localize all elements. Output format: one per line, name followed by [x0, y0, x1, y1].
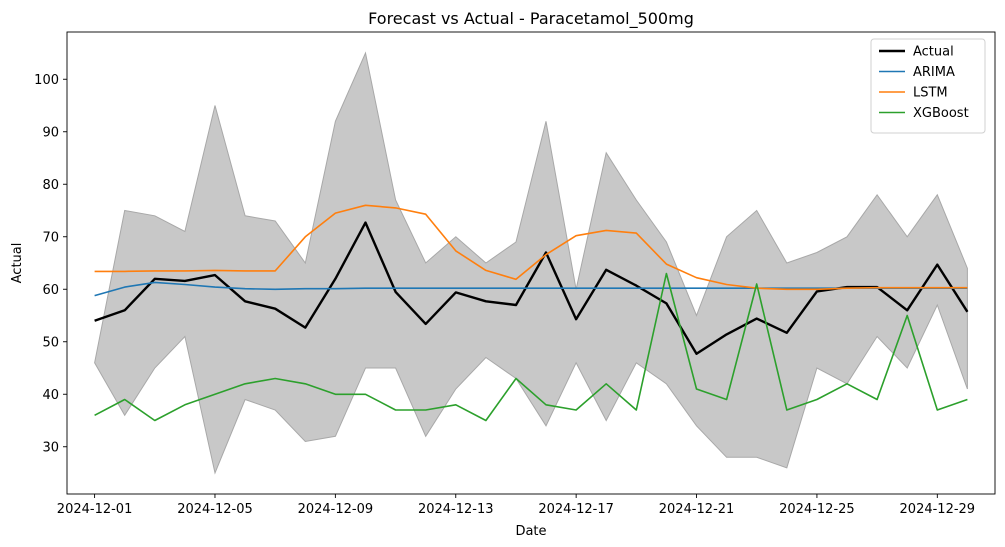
- legend-label-arima: ARIMA: [913, 65, 955, 80]
- series-line-arima: [94, 281, 968, 297]
- legend-label-xgboost: XGBoost: [913, 106, 969, 121]
- y-tick-label: 80: [42, 178, 59, 193]
- x-tick-label: 2024-12-05: [177, 502, 253, 517]
- x-tick-label: 2024-12-17: [538, 502, 614, 517]
- y-tick-label: 90: [42, 125, 59, 140]
- x-tick-label: 2024-12-01: [57, 502, 133, 517]
- series-line-actual: [94, 221, 969, 355]
- y-tick-label: 50: [42, 335, 59, 350]
- legend-label-lstm: LSTM: [913, 86, 948, 101]
- legend-box: [870, 38, 986, 134]
- plot-area: [94, 51, 969, 475]
- x-tick-label: 2024-12-29: [900, 502, 976, 517]
- plot-frame: [66, 31, 996, 495]
- y-tick-label: 60: [42, 283, 59, 298]
- chart-title: Forecast vs Actual - Paracetamol_500mg: [368, 9, 694, 29]
- legend: Actual ARIMA LSTM XGBoost: [870, 38, 986, 134]
- axes: 2024-12-01 2024-12-05 2024-12-09 2024-12-13…: [34, 73, 975, 517]
- series-line-xgboost: [94, 272, 968, 422]
- y-tick-label: 70: [42, 230, 59, 245]
- series-line-lstm: [94, 204, 968, 291]
- y-axis-label: Actual: [10, 243, 25, 284]
- x-tick-label: 2024-12-25: [779, 502, 855, 517]
- y-tick-label: 100: [34, 73, 59, 88]
- x-tick-label: 2024-12-09: [298, 502, 374, 517]
- legend-label-actual: Actual: [913, 45, 954, 60]
- confidence-band: [94, 51, 968, 475]
- y-tick-label: 30: [42, 440, 59, 455]
- x-tick-label: 2024-12-21: [659, 502, 735, 517]
- y-tick-label: 40: [42, 388, 59, 403]
- x-tick-label: 2024-12-13: [418, 502, 494, 517]
- x-axis-label: Date: [515, 524, 546, 539]
